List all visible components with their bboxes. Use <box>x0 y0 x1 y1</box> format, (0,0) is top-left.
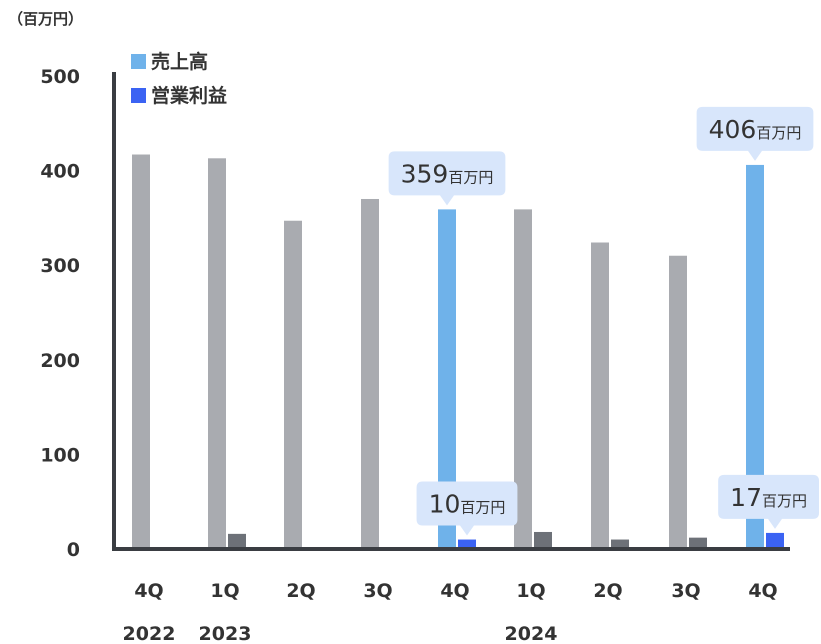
callout-label: 359百万円 <box>401 159 494 188</box>
y-axis-ticks: 0 100 200 300 400 500 <box>40 66 80 561</box>
y-tick-label: 500 <box>40 66 80 88</box>
x-tick-label: 4Q <box>748 580 777 602</box>
bar-operating-profit <box>689 537 707 549</box>
bars <box>132 154 784 550</box>
bar-operating-profit <box>534 531 552 549</box>
unit-label: （百万円） <box>8 10 83 28</box>
legend-swatch-operating-profit <box>131 88 146 103</box>
year-label: 2023 <box>199 623 252 644</box>
year-label: 2022 <box>123 623 176 644</box>
x-axis-labels: 4Q 1Q 2Q 3Q 4Q 1Q 2Q 3Q 4Q <box>134 580 777 602</box>
y-tick-label: 300 <box>40 255 80 277</box>
bar-operating-profit <box>458 539 476 549</box>
bar-sales <box>591 242 609 549</box>
year-labels: 2022 2023 2024 <box>123 623 558 644</box>
callout-bubble <box>696 106 814 161</box>
legend-label-operating-profit: 営業利益 <box>151 84 227 107</box>
bar-sales <box>361 198 379 550</box>
y-tick-label: 400 <box>40 161 80 183</box>
x-tick-label: 4Q <box>440 580 469 602</box>
bar-sales <box>284 220 302 549</box>
x-tick-label: 1Q <box>210 580 239 602</box>
bar-sales <box>438 209 456 550</box>
bar-operating-profit <box>611 539 629 549</box>
year-label: 2024 <box>505 623 558 644</box>
callout-bubble <box>388 151 506 206</box>
value-callout: 359百万円 <box>388 151 506 206</box>
callout-label: 10百万円 <box>429 490 506 519</box>
bar-sales <box>514 209 532 550</box>
value-callout: 10百万円 <box>416 481 518 536</box>
callouts: 359百万円 406百万円 10百万円 17百万円 <box>388 106 819 536</box>
legend-label-sales: 売上高 <box>151 50 208 73</box>
x-tick-label: 3Q <box>671 580 700 602</box>
y-tick-label: 200 <box>40 350 80 372</box>
callout-label: 406百万円 <box>709 115 802 144</box>
bar-operating-profit <box>766 532 784 549</box>
value-callout: 406百万円 <box>696 106 814 161</box>
x-tick-label: 2Q <box>286 580 315 602</box>
bar-operating-profit <box>228 533 246 549</box>
legend: 売上高 営業利益 <box>131 50 227 107</box>
callout-bubble <box>416 481 518 536</box>
bar-sales <box>208 158 226 549</box>
bar-sales <box>669 255 687 550</box>
value-callout: 17百万円 <box>718 474 819 529</box>
callout-bubble <box>718 474 819 529</box>
x-tick-label: 1Q <box>516 580 545 602</box>
x-tick-label: 3Q <box>363 580 392 602</box>
x-tick-label: 4Q <box>134 580 163 602</box>
x-tick-label: 2Q <box>593 580 622 602</box>
bar-sales <box>132 154 150 549</box>
y-tick-label: 0 <box>67 539 80 561</box>
legend-swatch-sales <box>131 54 146 69</box>
bar-sales <box>746 164 764 549</box>
callout-label: 17百万円 <box>730 483 807 512</box>
y-tick-label: 100 <box>40 444 80 466</box>
